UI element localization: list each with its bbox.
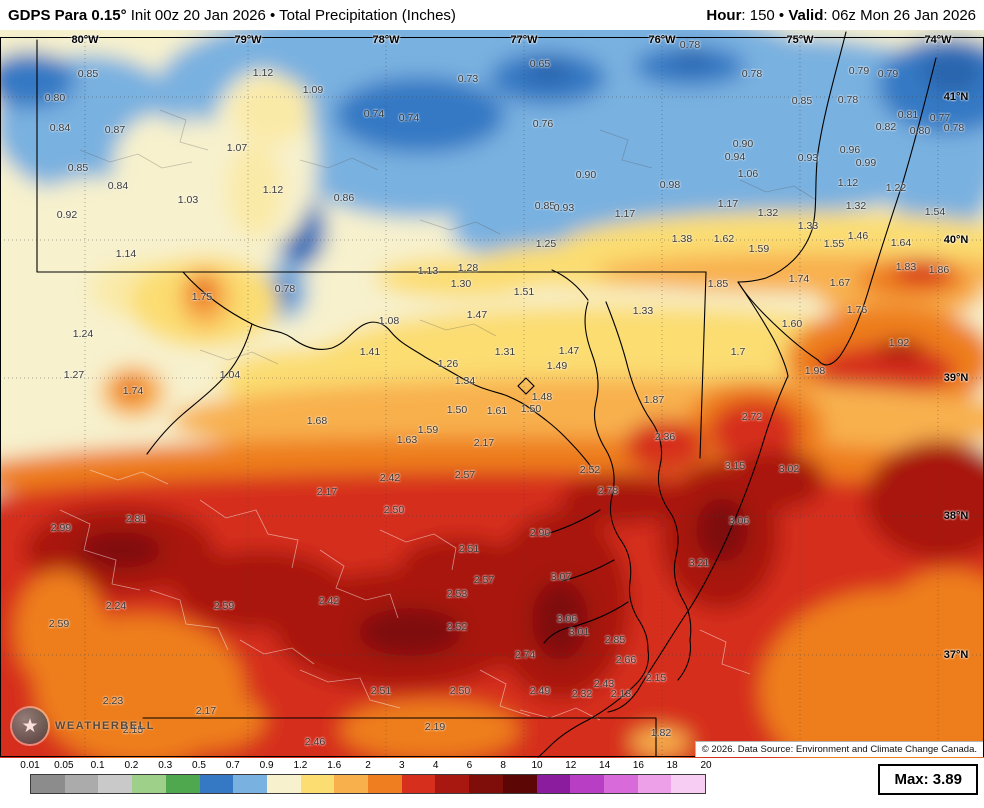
wv-va-border bbox=[146, 323, 253, 455]
legend-color-segment bbox=[502, 775, 537, 793]
max-value-box: Max: 3.89 bbox=[878, 764, 978, 795]
delaware-river-nj-border bbox=[737, 31, 847, 283]
legend-tick-label: 18 bbox=[666, 760, 678, 771]
legend-tick-label: 3 bbox=[399, 760, 405, 771]
init-and-parameter: Init 00z 20 Jan 2026 • Total Precipitati… bbox=[126, 6, 456, 24]
title-bar: GDPS Para 0.15° Init 00z 20 Jan 2026 • T… bbox=[0, 0, 984, 30]
legend-color-segment bbox=[603, 775, 638, 793]
precip-map-canvas bbox=[0, 30, 984, 758]
legend-color-segment bbox=[401, 775, 436, 793]
de-md-border bbox=[699, 271, 707, 459]
legend-color-segment bbox=[199, 775, 234, 793]
legend-tick-label: 0.7 bbox=[225, 760, 240, 771]
county-borders-south bbox=[59, 469, 751, 721]
valid-label: Valid bbox=[788, 6, 824, 24]
star-icon: ★ bbox=[21, 715, 39, 737]
valid-value: : 06z Mon 26 Jan 2026 bbox=[823, 6, 976, 24]
copyright-notice: © 2026. Data Source: Environment and Cli… bbox=[694, 741, 983, 757]
susquehanna-river bbox=[551, 269, 589, 301]
legend-color-segment bbox=[469, 775, 503, 793]
state-borders bbox=[36, 31, 937, 758]
precip-contours bbox=[0, 30, 984, 758]
legend-tick-label: 0.1 bbox=[90, 760, 105, 771]
legend-color-segment bbox=[132, 775, 166, 793]
chesapeake-mouth bbox=[635, 639, 692, 685]
legend-color-segment bbox=[165, 775, 200, 793]
delmarva-atlantic-coast bbox=[607, 375, 789, 713]
legend-tick-label: 0.2 bbox=[124, 760, 139, 771]
legend-tick-label: 6 bbox=[466, 760, 473, 771]
weatherbell-logo-text: WEATHERBELL bbox=[55, 719, 156, 732]
legend-tick-label: 0.3 bbox=[158, 760, 173, 771]
va-rivers bbox=[542, 509, 629, 644]
legend-tick-label: 10 bbox=[531, 760, 543, 771]
legend-bar bbox=[30, 774, 706, 794]
legend-color-segment bbox=[368, 775, 402, 793]
precip-map: 0.85 0.80 0.84 0.87 0.85 0.84 0.92 1.12 1.09 1.07… bbox=[0, 30, 984, 758]
weatherbell-logo-icon: ★ bbox=[12, 708, 48, 744]
legend-tick-label: 4 bbox=[432, 760, 439, 771]
chesapeake-east-shore bbox=[605, 301, 692, 641]
dc-boundary bbox=[517, 377, 535, 395]
model-name: GDPS Para 0.15° bbox=[8, 6, 127, 24]
legend-tick-label: 0.01 bbox=[20, 760, 40, 771]
legend-tick-label: 0.5 bbox=[192, 760, 206, 771]
legend-color-segment bbox=[671, 775, 706, 793]
county-borders-north bbox=[79, 109, 817, 365]
delaware-coast bbox=[737, 281, 789, 377]
legend-color-segment bbox=[266, 775, 301, 793]
legend-color-segment bbox=[233, 775, 267, 793]
legend-color-segment bbox=[64, 775, 99, 793]
hour-label: Hour bbox=[706, 6, 742, 24]
nj-coast bbox=[817, 57, 937, 366]
legend-color-segment bbox=[536, 775, 571, 793]
hour-value: : 150 • bbox=[741, 6, 789, 24]
legend-tick-label: 2 bbox=[365, 760, 371, 771]
legend-color-segment bbox=[435, 775, 470, 793]
legend-color-segment bbox=[637, 775, 672, 793]
legend-tick-label: 12 bbox=[565, 760, 577, 771]
legend-tick-label: 0.9 bbox=[259, 760, 274, 771]
map-title: GDPS Para 0.15° Init 00z 20 Jan 2026 • T… bbox=[8, 7, 456, 24]
potomac-md-border bbox=[182, 271, 595, 472]
va-nc-border bbox=[142, 717, 657, 757]
va-coast bbox=[537, 683, 637, 758]
legend-ticks: 0.01 0.05 0.1 0.2 0.3 0.5 0.7 0.9 1.2 1.6 2 3 4 6 8 10 1… bbox=[20, 760, 711, 773]
legend-tick-label: 1.6 bbox=[327, 760, 342, 771]
weatherbell-logo: ★ WEATHERBELL bbox=[12, 708, 155, 744]
legend-color-segment bbox=[300, 775, 335, 793]
legend-tick-label: 0.05 bbox=[54, 760, 74, 771]
legend-color-segment bbox=[570, 775, 604, 793]
forecast-time: Hour: 150 • Valid: 06z Mon 26 Jan 2026 bbox=[706, 7, 976, 24]
legend-color-segment bbox=[31, 775, 65, 793]
legend-tick-label: 1.2 bbox=[293, 760, 308, 771]
legend-color-segment bbox=[98, 775, 133, 793]
graticule bbox=[0, 38, 984, 757]
legend-tick-label: 16 bbox=[632, 760, 644, 771]
legend-tick-label: 8 bbox=[500, 760, 506, 771]
legend: 0.01 0.05 0.1 0.2 0.3 0.5 0.7 0.9 1.2 1.6 2 3 4 6 8 10 1… bbox=[0, 758, 984, 808]
legend-color-segment bbox=[334, 775, 369, 793]
legend-tick-label: 20 bbox=[700, 760, 712, 771]
chesapeake-west-shore bbox=[584, 301, 649, 651]
legend-tick-label: 14 bbox=[599, 760, 611, 771]
